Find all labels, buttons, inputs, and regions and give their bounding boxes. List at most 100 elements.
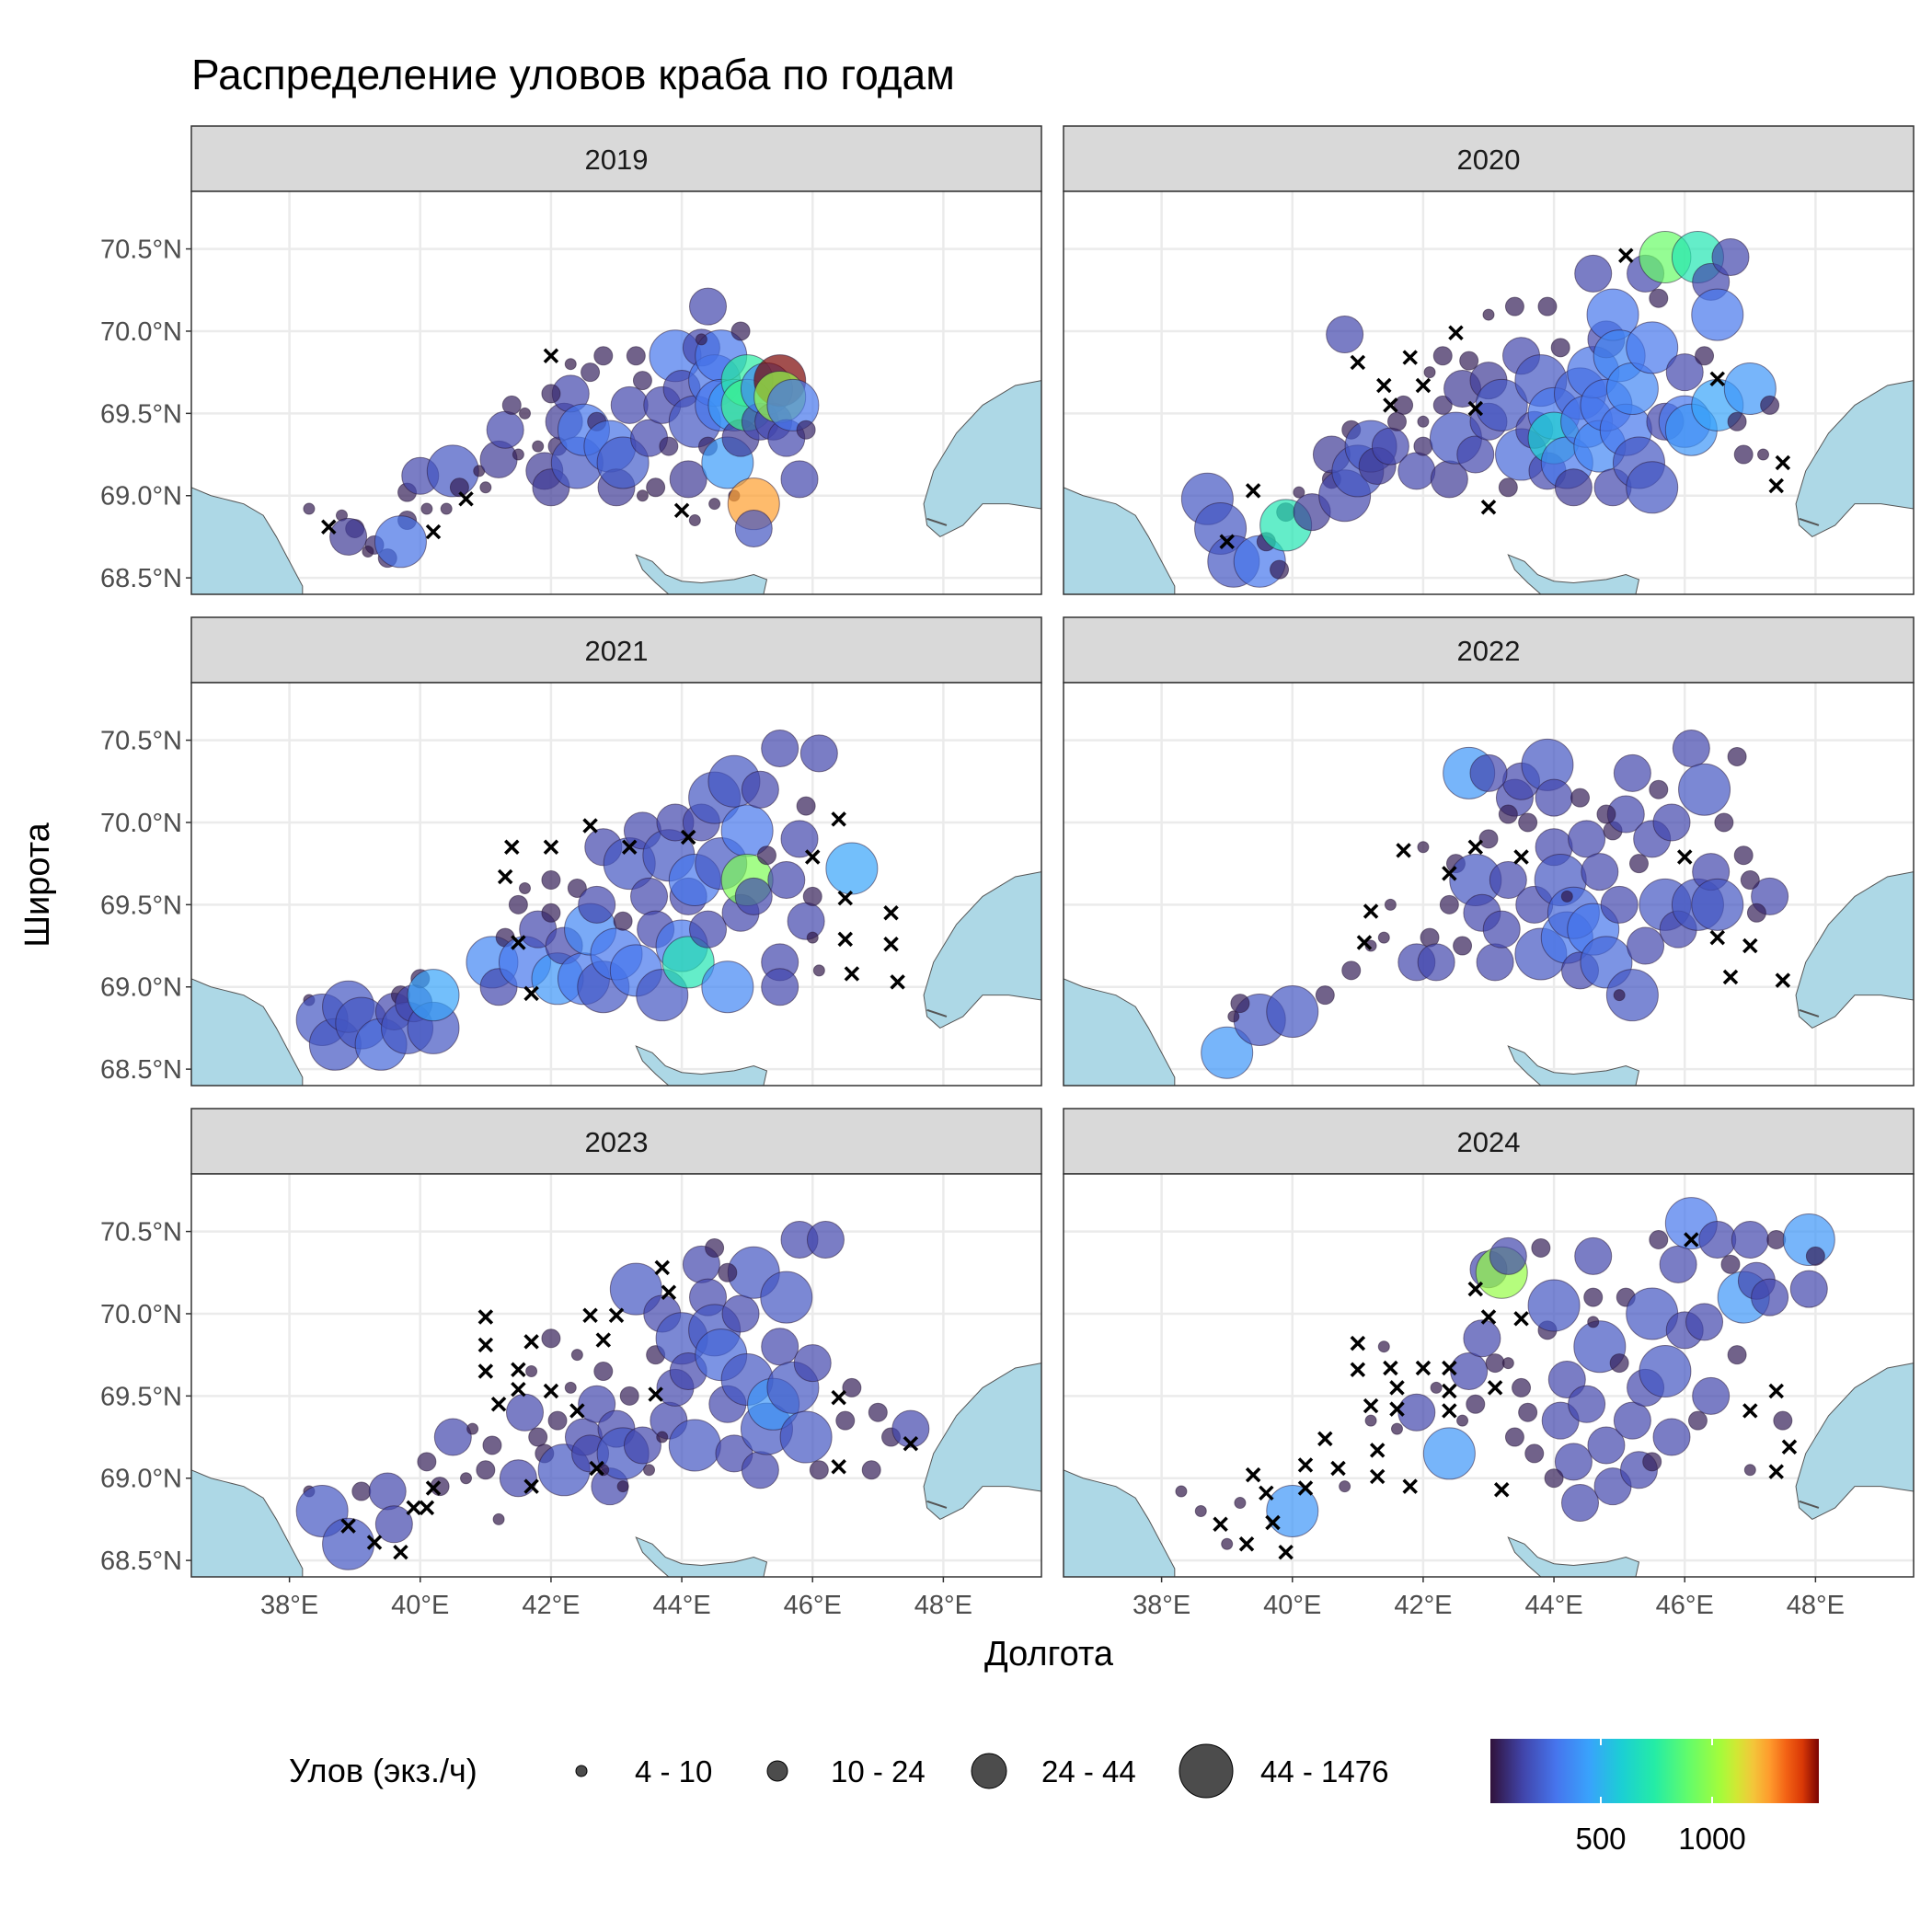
x-tick-label: 42°E: [522, 1591, 580, 1620]
catch-point: [610, 385, 649, 424]
zero-catch-stroke: [490, 1397, 507, 1412]
catch-point: [780, 820, 819, 858]
zero-catch-stroke: [477, 1309, 494, 1325]
size-legend-title: Улов (экз./ч): [289, 1752, 477, 1789]
zero-catch-stroke: [1369, 1468, 1386, 1485]
catch-point: [329, 517, 368, 556]
zero-catch-stroke: [1317, 1431, 1333, 1447]
catch-point: [1692, 1376, 1731, 1415]
zero-catch-marker: [1245, 483, 1261, 499]
catch-point: [1417, 841, 1430, 854]
zero-catch-stroke: [321, 519, 337, 535]
catch-point: [407, 969, 460, 1022]
catch-point: [1773, 1410, 1793, 1431]
catch-point: [796, 420, 816, 440]
catch-point: [525, 1365, 538, 1378]
zero-catch-stroke: [1383, 1360, 1398, 1376]
size-legend-label: 44 - 1476: [1260, 1754, 1388, 1788]
zero-catch-stroke: [1775, 454, 1791, 471]
zero-catch-marker: [1722, 969, 1739, 985]
zero-catch-marker: [366, 1535, 383, 1550]
zero-catch-marker: [1467, 400, 1484, 417]
catch-point: [547, 1410, 568, 1431]
land-polygon: [1795, 1363, 1914, 1521]
facet-strip-label: 2024: [1457, 1126, 1521, 1158]
catch-point: [1626, 461, 1679, 514]
land-polygon: [191, 1469, 304, 1577]
zero-catch-stroke: [837, 931, 854, 948]
catch-point: [779, 1410, 833, 1464]
zero-catch-marker: [477, 1309, 494, 1325]
x-tick-label: 42°E: [1394, 1591, 1452, 1620]
panel-border: [1063, 682, 1915, 1087]
size-legend-key-1: 4 - 10: [575, 1754, 712, 1788]
catch-point: [1453, 936, 1473, 956]
zero-catch-stroke: [1383, 397, 1398, 413]
catch-point: [626, 346, 646, 366]
zero-catch-stroke: [1350, 1335, 1366, 1351]
zero-catch-marker: [504, 839, 520, 856]
catch-point: [734, 509, 773, 547]
zero-catch-marker: [1350, 1362, 1366, 1377]
zero-catch-stroke: [1265, 1514, 1281, 1531]
zero-catch-stroke: [1709, 371, 1726, 387]
zero-catch-marker: [1369, 1468, 1386, 1485]
catch-point: [303, 502, 316, 515]
zero-catch-stroke: [523, 985, 539, 1002]
zero-catch-stroke: [589, 1460, 604, 1477]
zero-catch-marker: [543, 839, 559, 856]
panel-border: [1063, 1173, 1915, 1578]
panel-border: [190, 682, 1042, 1087]
panel-plot-area: [1064, 683, 1914, 1086]
zero-catch-stroke: [831, 1458, 846, 1475]
catch-point: [541, 384, 561, 404]
catch-point: [1639, 1345, 1692, 1398]
zero-catch-stroke: [654, 1259, 670, 1276]
catch-point: [1504, 1427, 1524, 1447]
catch-point: [1649, 779, 1669, 799]
zero-catch-stroke: [1245, 1466, 1261, 1483]
catch-point: [505, 1393, 544, 1432]
catch-point: [351, 1481, 372, 1501]
catch-point: [1685, 1303, 1724, 1341]
catch-point: [1230, 994, 1250, 1014]
zero-catch-marker: [543, 1383, 559, 1399]
catch-point: [508, 894, 528, 914]
land-polygon: [635, 1536, 768, 1577]
catch-point: [460, 1472, 473, 1485]
zero-catch-marker: [458, 491, 474, 507]
zero-catch-stroke: [511, 935, 526, 950]
zero-catch-marker: [425, 1480, 442, 1496]
zero-catch-marker: [654, 1259, 670, 1276]
zero-catch-stroke: [1467, 839, 1484, 856]
catch-point: [1386, 411, 1407, 431]
zero-catch-stroke: [1768, 477, 1784, 494]
catch-point: [1805, 1246, 1825, 1266]
zero-catch-stroke: [883, 937, 899, 952]
zero-catch-marker: [1467, 839, 1484, 856]
zero-catch-stroke: [1676, 849, 1693, 865]
zero-catch-marker: [1684, 1232, 1699, 1248]
zero-catch-marker: [1376, 377, 1392, 394]
zero-catch-marker: [831, 811, 846, 827]
catch-point: [767, 861, 806, 900]
zero-catch-stroke: [680, 829, 696, 845]
catch-point: [1456, 435, 1495, 474]
catch-point: [1568, 820, 1606, 858]
zero-catch-marker: [1480, 500, 1497, 515]
zero-catch-marker: [1709, 929, 1726, 946]
zero-catch-stroke: [1350, 1362, 1366, 1377]
zero-catch-marker: [1768, 1383, 1784, 1399]
facet-strip-label: 2022: [1457, 635, 1521, 667]
catch-point: [1600, 885, 1639, 924]
zero-catch-marker: [595, 1332, 612, 1348]
catch-point: [1512, 1377, 1532, 1397]
catch-point: [1652, 1418, 1691, 1456]
catch-point: [1720, 1254, 1741, 1274]
panel-border: [190, 190, 1042, 595]
catch-point: [1678, 763, 1731, 816]
catch-point: [1377, 931, 1390, 944]
zero-catch-marker: [1278, 1544, 1294, 1560]
catch-point: [809, 1460, 829, 1480]
zero-catch-stroke: [1415, 377, 1432, 394]
